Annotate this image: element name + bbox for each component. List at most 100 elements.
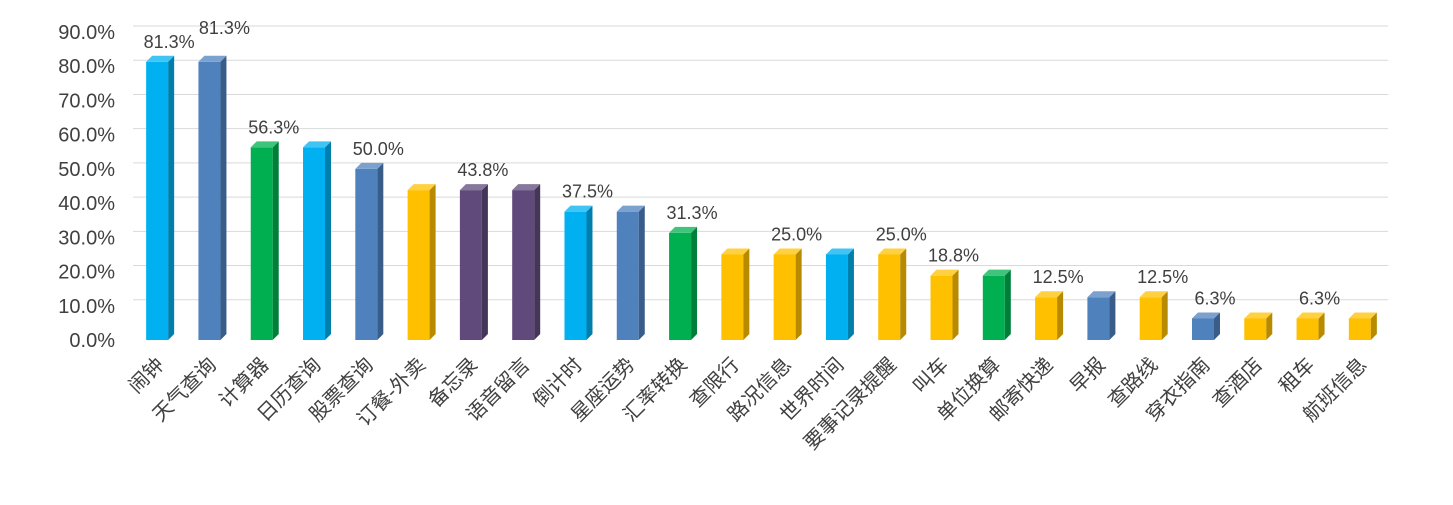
bar-top bbox=[930, 269, 959, 276]
y-tick-label: 50.0% bbox=[58, 159, 115, 181]
bar-side bbox=[325, 141, 332, 340]
bar-side bbox=[1213, 312, 1220, 340]
bar-top bbox=[198, 55, 227, 62]
data-label: 18.8% bbox=[928, 246, 979, 266]
bar-side bbox=[795, 248, 802, 340]
bar-top bbox=[355, 162, 384, 169]
bar bbox=[1087, 291, 1116, 340]
bar-top bbox=[564, 205, 593, 212]
bar-top bbox=[825, 248, 854, 255]
bar-side bbox=[534, 184, 541, 340]
bar-top bbox=[1348, 312, 1377, 319]
bar-side bbox=[1266, 312, 1273, 340]
data-label: 56.3% bbox=[248, 117, 299, 137]
data-label: 31.3% bbox=[667, 203, 718, 223]
y-tick-label: 30.0% bbox=[58, 227, 115, 249]
bar-top bbox=[1139, 291, 1168, 298]
bar-front bbox=[1035, 297, 1058, 340]
bar-front bbox=[1087, 297, 1110, 340]
data-label: 25.0% bbox=[771, 224, 822, 244]
bar bbox=[1035, 291, 1064, 340]
bar bbox=[459, 184, 488, 340]
bar-top bbox=[1191, 312, 1220, 319]
data-label: 81.3% bbox=[144, 32, 195, 52]
bar bbox=[303, 141, 332, 340]
bar-side bbox=[952, 269, 959, 340]
bar-side bbox=[586, 205, 593, 340]
bars bbox=[146, 55, 1377, 340]
bar-front bbox=[303, 147, 326, 340]
bar bbox=[878, 248, 907, 340]
x-category-label: 早报 bbox=[1065, 353, 1110, 398]
bar-side bbox=[1004, 269, 1011, 340]
bar bbox=[616, 205, 645, 340]
bar-top bbox=[512, 184, 541, 191]
bar bbox=[721, 248, 750, 340]
bar-side bbox=[429, 184, 436, 340]
x-category-label: 租车 bbox=[1274, 353, 1319, 398]
bar-front bbox=[146, 61, 169, 340]
bar-front bbox=[825, 254, 848, 340]
bar-front bbox=[459, 190, 482, 340]
bar-side bbox=[481, 184, 488, 340]
bar-side bbox=[220, 55, 227, 340]
bar-top bbox=[250, 141, 279, 148]
bar-side bbox=[272, 141, 279, 340]
bar-side bbox=[847, 248, 854, 340]
bar-front bbox=[564, 211, 587, 340]
bar-front bbox=[773, 254, 796, 340]
bar-front bbox=[1191, 318, 1214, 340]
bar-top bbox=[407, 184, 436, 191]
bar-side bbox=[691, 226, 698, 340]
data-label: 43.8% bbox=[457, 160, 508, 180]
y-axis-ticks: 0.0% 10.0% 20.0% 30.0% 40.0% 50.0% 60.0% 70.0% 8… bbox=[58, 22, 115, 352]
bar-front bbox=[878, 254, 901, 340]
bar-top bbox=[1035, 291, 1064, 298]
bar-side bbox=[1370, 312, 1377, 340]
data-label: 12.5% bbox=[1033, 267, 1084, 287]
y-tick-label: 90.0% bbox=[58, 22, 115, 44]
bar bbox=[1348, 312, 1377, 340]
bar-top bbox=[878, 248, 907, 255]
bar-top bbox=[146, 55, 175, 62]
data-label: 25.0% bbox=[876, 224, 927, 244]
bar bbox=[564, 205, 593, 340]
bar-top bbox=[1296, 312, 1325, 319]
data-labels: 81.3%81.3% 56.3% 50.0% 43.8% 37.5% 31.3% 25.0%… bbox=[144, 18, 1340, 308]
bar-side bbox=[1318, 312, 1325, 340]
data-label: 6.3% bbox=[1299, 288, 1340, 308]
bar-side bbox=[1161, 291, 1168, 340]
bar bbox=[198, 55, 227, 340]
x-category-label: 闹钟 bbox=[123, 353, 168, 398]
y-tick-label: 80.0% bbox=[58, 56, 115, 78]
bar-front bbox=[250, 147, 273, 340]
bar-front bbox=[721, 254, 744, 340]
bar bbox=[1191, 312, 1220, 340]
gridlines bbox=[133, 25, 1388, 301]
data-label: 81.3% bbox=[199, 18, 250, 38]
bar-top bbox=[1244, 312, 1273, 319]
bar-front bbox=[1348, 318, 1371, 340]
bar-front bbox=[198, 61, 221, 340]
bar-top bbox=[721, 248, 750, 255]
bar-front bbox=[1296, 318, 1319, 340]
bar-front bbox=[930, 275, 953, 340]
bar bbox=[669, 226, 698, 340]
bar-side bbox=[900, 248, 907, 340]
bar bbox=[355, 162, 384, 340]
data-label: 37.5% bbox=[562, 182, 613, 202]
bar-side bbox=[743, 248, 750, 340]
bar-side bbox=[1109, 291, 1116, 340]
bar bbox=[146, 55, 175, 340]
bar bbox=[1139, 291, 1168, 340]
y-tick-label: 40.0% bbox=[58, 193, 115, 215]
bar-side bbox=[638, 205, 645, 340]
bar-front bbox=[1139, 297, 1162, 340]
bar-side bbox=[168, 55, 175, 340]
bar-side bbox=[377, 162, 384, 340]
bar bbox=[982, 269, 1011, 340]
bar-top bbox=[459, 184, 488, 191]
bar bbox=[407, 184, 436, 340]
bar-top bbox=[1087, 291, 1116, 298]
